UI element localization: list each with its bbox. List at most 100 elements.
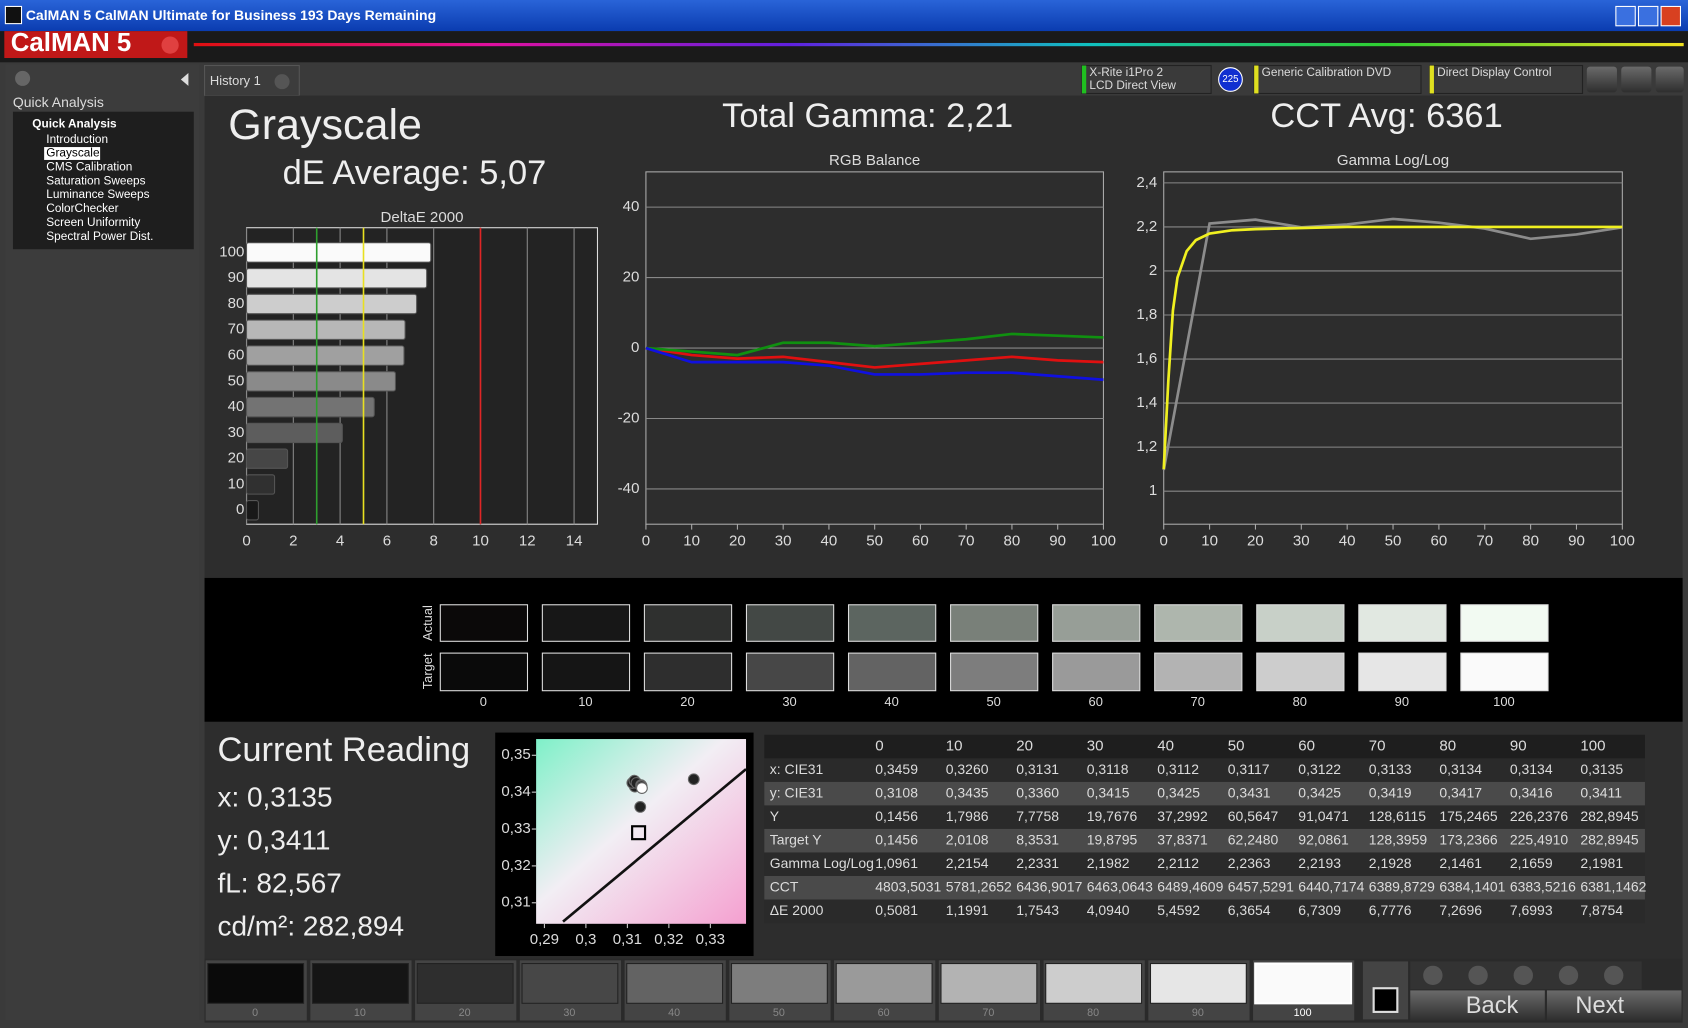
table-cell: 6,3654 — [1228, 902, 1271, 918]
x-tick-label: 0 — [642, 532, 650, 549]
patch-label: 60 — [878, 1007, 890, 1019]
target-point — [631, 825, 647, 841]
plot-area — [1163, 171, 1623, 525]
y-tick-label: 70 — [228, 321, 245, 338]
patch-color — [207, 963, 305, 1004]
y-tick-label: 100 — [219, 243, 244, 260]
table-cell: 282,8945 — [1580, 808, 1639, 824]
sidebar-tree — [12, 111, 194, 250]
media-refresh[interactable] — [1604, 965, 1624, 986]
page-title: Grayscale — [228, 101, 422, 149]
patch-label: 100 — [1294, 1007, 1312, 1019]
add-tab[interactable] — [274, 74, 290, 90]
back-button[interactable] — [1410, 990, 1545, 1021]
tree-root: Quick Analysis — [32, 117, 117, 131]
swatch-label: 30 — [782, 694, 796, 709]
table-column-header: 100 — [1580, 738, 1605, 755]
table-cell: 1,7986 — [946, 808, 989, 824]
x-tick-label: 60 — [1431, 532, 1448, 549]
next-button[interactable] — [1546, 990, 1682, 1021]
table-cell: 2,2112 — [1157, 855, 1199, 871]
x-tick-label: 40 — [1339, 532, 1356, 549]
x-tick-label: 10 — [1201, 532, 1218, 549]
x-tick-label: 10 — [683, 532, 700, 549]
table-cell: 6457,5291 — [1228, 879, 1294, 895]
collapse-button[interactable] — [1655, 66, 1684, 93]
media-play[interactable] — [1468, 965, 1488, 986]
bar — [245, 500, 259, 521]
patch-label: 40 — [668, 1007, 680, 1019]
table-cell: 2,1982 — [1087, 855, 1130, 871]
target-swatch — [847, 652, 937, 692]
meter-box[interactable] — [1081, 64, 1212, 94]
target-label: Target — [420, 653, 435, 689]
table-cell: 173,2366 — [1439, 831, 1498, 847]
table-column-header: 30 — [1087, 738, 1104, 755]
tree-item: CMS Calibration — [46, 159, 132, 173]
table-cell: 6,7776 — [1369, 902, 1412, 918]
actual-swatch — [1154, 604, 1243, 642]
patch-label: 50 — [773, 1007, 785, 1019]
logo-button[interactable] — [4, 31, 188, 59]
series-line — [645, 346, 1104, 382]
x-tick-label: 0 — [242, 532, 250, 549]
media-save[interactable] — [1513, 965, 1533, 986]
reading-line: cd/m²: 282,894 — [217, 911, 404, 942]
next-label: Next — [1575, 993, 1624, 1019]
actual-swatch — [541, 604, 631, 642]
help-button[interactable] — [1621, 66, 1652, 93]
x-tick-label: 50 — [866, 532, 883, 549]
actual-swatch — [745, 604, 835, 642]
table-cell: 6389,8729 — [1369, 879, 1435, 895]
table-column-header: 40 — [1157, 738, 1174, 755]
table-cell: 7,8754 — [1580, 902, 1623, 918]
meter-name: X-Rite i1Pro 2 — [1089, 65, 1163, 79]
minimize-button[interactable] — [1615, 5, 1636, 27]
x-tick-label: 0,32 — [654, 931, 683, 948]
table-row-bg — [764, 781, 1645, 806]
table-row-bg — [764, 899, 1645, 924]
x-tick-label: 50 — [1385, 532, 1402, 549]
x-tick-label: 90 — [1568, 532, 1585, 549]
display-indicator — [1429, 65, 1434, 94]
display-box[interactable] — [1429, 64, 1584, 94]
table-cell: 5781,2652 — [946, 879, 1012, 895]
target-swatch — [745, 652, 835, 692]
x-tick-label: 30 — [1293, 532, 1310, 549]
table-cell: 1,1991 — [946, 902, 989, 918]
bar — [245, 293, 418, 315]
maximize-button[interactable] — [1637, 5, 1659, 27]
settings-button[interactable] — [1586, 66, 1617, 93]
display-name: Direct Display Control — [1437, 65, 1551, 79]
table-cell: 60,5647 — [1228, 808, 1279, 824]
table-cell: 0,3419 — [1369, 784, 1412, 800]
patch-label: 80 — [1087, 1007, 1099, 1019]
sidebar-collapse[interactable] — [180, 73, 189, 86]
patch-color — [835, 963, 933, 1004]
x-tick-label: 0,31 — [613, 931, 642, 948]
table-cell: 6436,9017 — [1016, 879, 1082, 895]
actual-swatch — [847, 604, 937, 642]
actual-swatch — [950, 604, 1039, 642]
media-loop[interactable] — [1558, 965, 1579, 986]
tree-item: Saturation Sweeps — [46, 173, 145, 187]
y-tick-label: 20 — [228, 450, 245, 467]
total-gamma: Total Gamma: 2,21 — [722, 97, 1013, 135]
source-box[interactable] — [1253, 64, 1422, 94]
table-cell: 0,3416 — [1510, 784, 1553, 800]
y-tick-label: 1,4 — [1136, 394, 1157, 411]
bar — [245, 268, 428, 289]
meter-mode: LCD Direct View — [1089, 78, 1176, 92]
close-button[interactable] — [1660, 5, 1682, 27]
table-cell: 128,6115 — [1369, 808, 1427, 824]
table-column-header: 10 — [946, 738, 963, 755]
table-header-bg — [764, 734, 1645, 759]
badge[interactable] — [1218, 67, 1243, 92]
bar — [245, 474, 276, 495]
patch-label: 20 — [459, 1007, 471, 1019]
table-cell: 225,4910 — [1510, 831, 1569, 847]
y-tick-label: 50 — [228, 372, 245, 389]
media-stop[interactable] — [1423, 965, 1443, 986]
reading-line: y: 0,3411 — [217, 825, 330, 856]
y-tick-label: 0,32 — [501, 857, 530, 874]
